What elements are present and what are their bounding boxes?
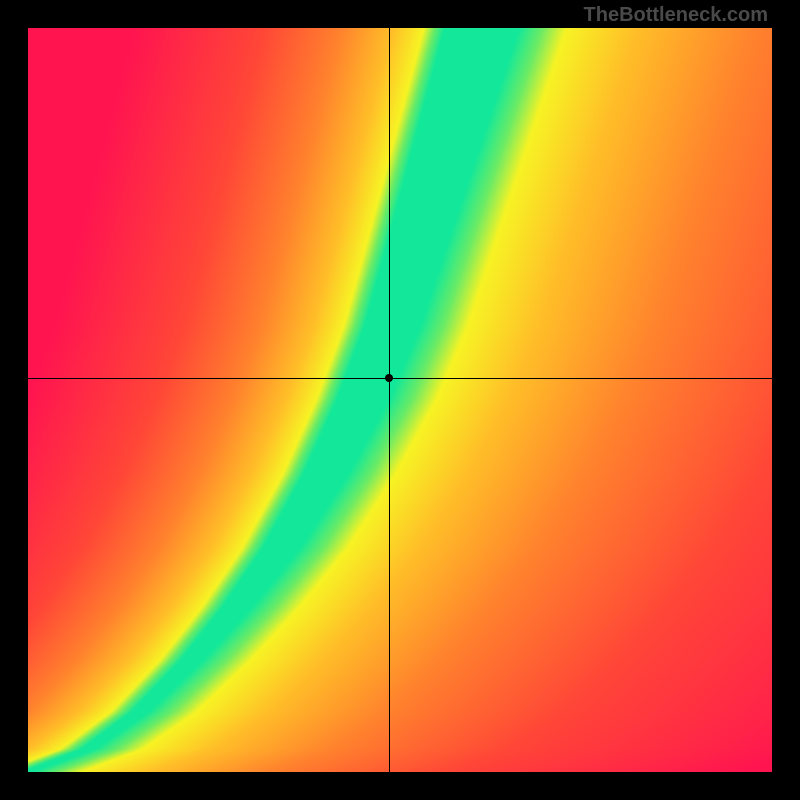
heatmap-canvas xyxy=(28,28,772,772)
crosshair-horizontal xyxy=(28,378,772,379)
watermark-text: TheBottleneck.com xyxy=(584,4,768,27)
crosshair-vertical xyxy=(389,28,390,772)
heatmap-plot xyxy=(28,28,772,772)
crosshair-marker xyxy=(385,374,393,382)
